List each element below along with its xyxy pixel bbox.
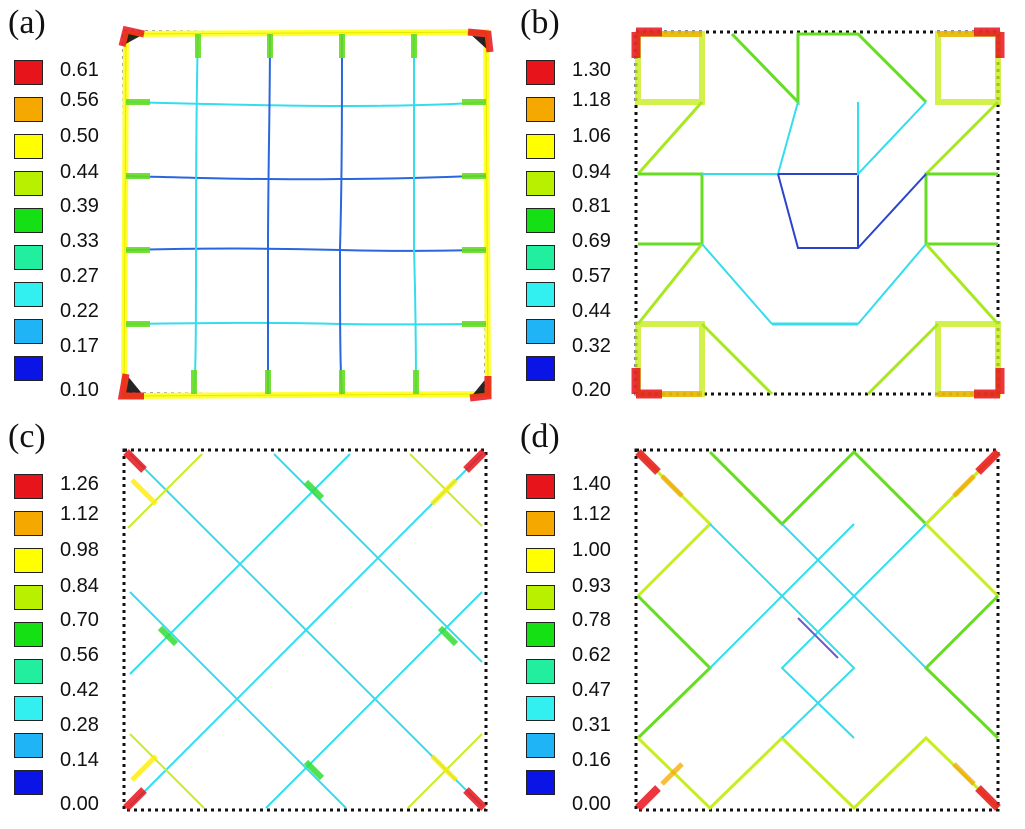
legend-value: 1.12 (60, 503, 99, 525)
legend-value: 0.10 (60, 379, 99, 401)
panel-d-label: (d) (520, 418, 560, 455)
legend-swatch (14, 208, 43, 233)
panel-a-legend: 0.61 0.56 0.50 0.44 0.39 0.33 0.27 0.22 … (14, 60, 124, 400)
panel-d-legend: 1.40 1.12 1.00 0.93 0.78 0.62 0.47 0.31 … (526, 474, 636, 814)
legend-value: 0.44 (60, 161, 99, 183)
legend-swatch (14, 770, 43, 795)
legend-value: 0.32 (572, 335, 611, 357)
legend-value: 0.31 (572, 714, 611, 736)
panel-c-figure (122, 448, 488, 812)
panel-c-legend: 1.26 1.12 0.98 0.84 0.70 0.56 0.42 0.28 … (14, 474, 124, 814)
legend-value: 0.98 (60, 539, 99, 561)
legend-swatch (526, 208, 555, 233)
legend-value: 1.40 (572, 473, 611, 495)
legend-value: 1.18 (572, 89, 611, 111)
legend-value: 0.69 (572, 230, 611, 252)
legend-value: 0.84 (60, 575, 99, 597)
legend-value: 0.78 (572, 609, 611, 631)
legend-value: 1.12 (572, 503, 611, 525)
panel-a: (a) 0.61 0.56 0.50 0.44 0.39 0.33 0.27 0… (0, 0, 512, 414)
legend-swatch (14, 548, 43, 573)
legend-value: 1.30 (572, 59, 611, 81)
legend-value: 0.16 (572, 749, 611, 771)
legend-value: 0.00 (572, 793, 611, 815)
legend-swatch (526, 134, 555, 159)
legend-swatch (526, 60, 555, 85)
legend-value: 0.61 (60, 59, 99, 81)
legend-value: 0.27 (60, 265, 99, 287)
panel-a-label: (a) (8, 4, 46, 41)
legend-value: 0.00 (60, 793, 99, 815)
legend-swatch (14, 733, 43, 758)
legend-value: 0.57 (572, 265, 611, 287)
legend-swatch (14, 585, 43, 610)
legend-swatch (526, 770, 555, 795)
legend-value: 0.20 (572, 379, 611, 401)
legend-value: 0.93 (572, 575, 611, 597)
legend-swatch (526, 585, 555, 610)
legend-swatch (14, 171, 43, 196)
panel-c: (c) 1.26 1.12 0.98 0.84 0.70 0.56 0.42 0… (0, 414, 512, 828)
legend-swatch (526, 733, 555, 758)
legend-value: 0.56 (60, 644, 99, 666)
legend-swatch (526, 356, 555, 381)
legend-swatch (14, 245, 43, 270)
legend-value: 1.06 (572, 125, 611, 147)
legend-value: 0.28 (60, 714, 99, 736)
legend-swatch (14, 97, 43, 122)
legend-value: 0.42 (60, 679, 99, 701)
legend-value: 0.33 (60, 230, 99, 252)
panel-b-figure (631, 27, 1005, 399)
legend-value: 0.56 (60, 89, 99, 111)
legend-swatch (526, 282, 555, 307)
legend-value: 0.81 (572, 195, 611, 217)
legend-swatch (14, 622, 43, 647)
legend-value: 0.62 (572, 644, 611, 666)
legend-value: 0.17 (60, 335, 99, 357)
legend-value: 0.44 (572, 300, 611, 322)
legend-swatch (526, 474, 555, 499)
legend-value: 0.70 (60, 609, 99, 631)
panel-d: (d) 1.40 1.12 1.00 0.93 0.78 0.62 0.47 0… (512, 414, 1024, 828)
legend-swatch (526, 97, 555, 122)
panel-b-label: (b) (520, 4, 560, 41)
legend-value: 1.00 (572, 539, 611, 561)
panel-c-label: (c) (8, 418, 46, 455)
legend-swatch (526, 548, 555, 573)
legend-value: 0.14 (60, 749, 99, 771)
legend-swatch (526, 511, 555, 536)
legend-swatch (14, 511, 43, 536)
panel-a-figure (117, 25, 494, 402)
legend-value: 0.22 (60, 300, 99, 322)
legend-swatch (14, 319, 43, 344)
panel-b: (b) 1.30 1.18 1.06 0.94 0.81 0.69 0.57 0… (512, 0, 1024, 414)
panel-d-figure (634, 448, 1001, 812)
legend-swatch (526, 245, 555, 270)
legend-value: 0.39 (60, 195, 99, 217)
legend-value: 0.94 (572, 161, 611, 183)
legend-swatch (14, 474, 43, 499)
legend-swatch (14, 134, 43, 159)
legend-swatch (526, 659, 555, 684)
legend-swatch (526, 622, 555, 647)
legend-swatch (14, 60, 43, 85)
legend-swatch (526, 319, 555, 344)
legend-swatch (14, 282, 43, 307)
legend-swatch (526, 696, 555, 721)
legend-value: 1.26 (60, 473, 99, 495)
legend-swatch (14, 696, 43, 721)
legend-swatch (14, 659, 43, 684)
legend-value: 0.50 (60, 125, 99, 147)
legend-swatch (14, 356, 43, 381)
legend-value: 0.47 (572, 679, 611, 701)
panel-b-legend: 1.30 1.18 1.06 0.94 0.81 0.69 0.57 0.44 … (526, 60, 636, 400)
legend-swatch (526, 171, 555, 196)
